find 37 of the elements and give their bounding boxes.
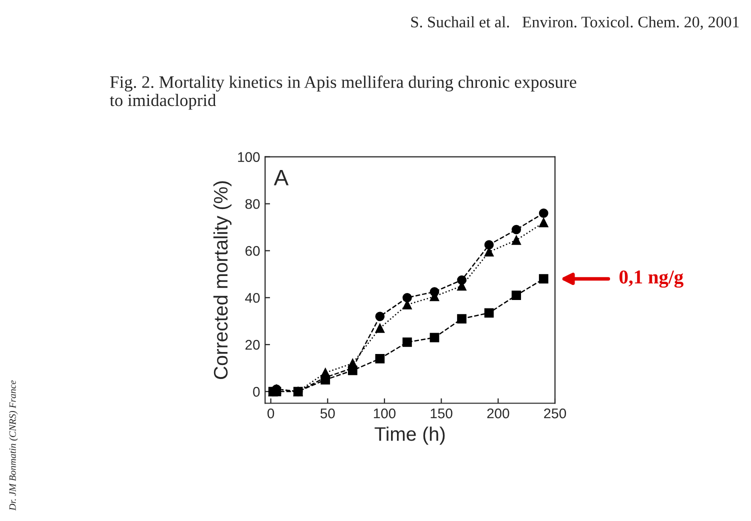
text: S. Suchail et al. Environ. Toxicol. Chem. 20, 2001: [411, 16, 739, 30]
text: Dr. JM Bonmatin (CNRS) France: [9, 380, 18, 511]
point: [538, 208, 548, 218]
point: [484, 240, 494, 250]
chart-title: Fig. 2. Mortality kinetics in Apis mellifera during chronic exposure to imidacloprid: [110, 76, 576, 110]
point: [538, 218, 548, 228]
point: [512, 290, 522, 300]
point: [375, 323, 385, 333]
point: [375, 312, 385, 322]
point: [484, 308, 494, 318]
point: [375, 354, 385, 364]
point: [320, 375, 330, 384]
x-tick-label: 50: [320, 408, 335, 418]
text: 0,1 ng/g: [620, 270, 684, 288]
y-tick-label: 60: [246, 246, 260, 256]
y-tick-label: 100: [238, 152, 260, 162]
y-tick-label: 20: [245, 340, 260, 350]
y-tick-label: 0: [253, 386, 260, 397]
point: [512, 224, 522, 234]
x-axis-title: Time (h): [374, 426, 445, 445]
point: [402, 338, 412, 347]
point: [348, 366, 358, 376]
x-tick-label: 0: [267, 408, 274, 418]
x-tick-label: 200: [487, 408, 510, 418]
point: [512, 235, 522, 245]
x-tick-label: 250: [544, 408, 566, 418]
y-axis-title: Corrected mortality (%): [213, 181, 232, 379]
x-tick-label: 150: [430, 408, 452, 418]
y-tick-label: 80: [245, 199, 260, 209]
point: [430, 332, 440, 342]
point: [402, 292, 412, 302]
point: [457, 314, 466, 324]
y-tick-label: 40: [245, 292, 260, 303]
x-tick-label: 100: [374, 408, 396, 418]
annotation: A: [274, 170, 289, 186]
point: [538, 274, 548, 284]
point: [272, 386, 282, 396]
